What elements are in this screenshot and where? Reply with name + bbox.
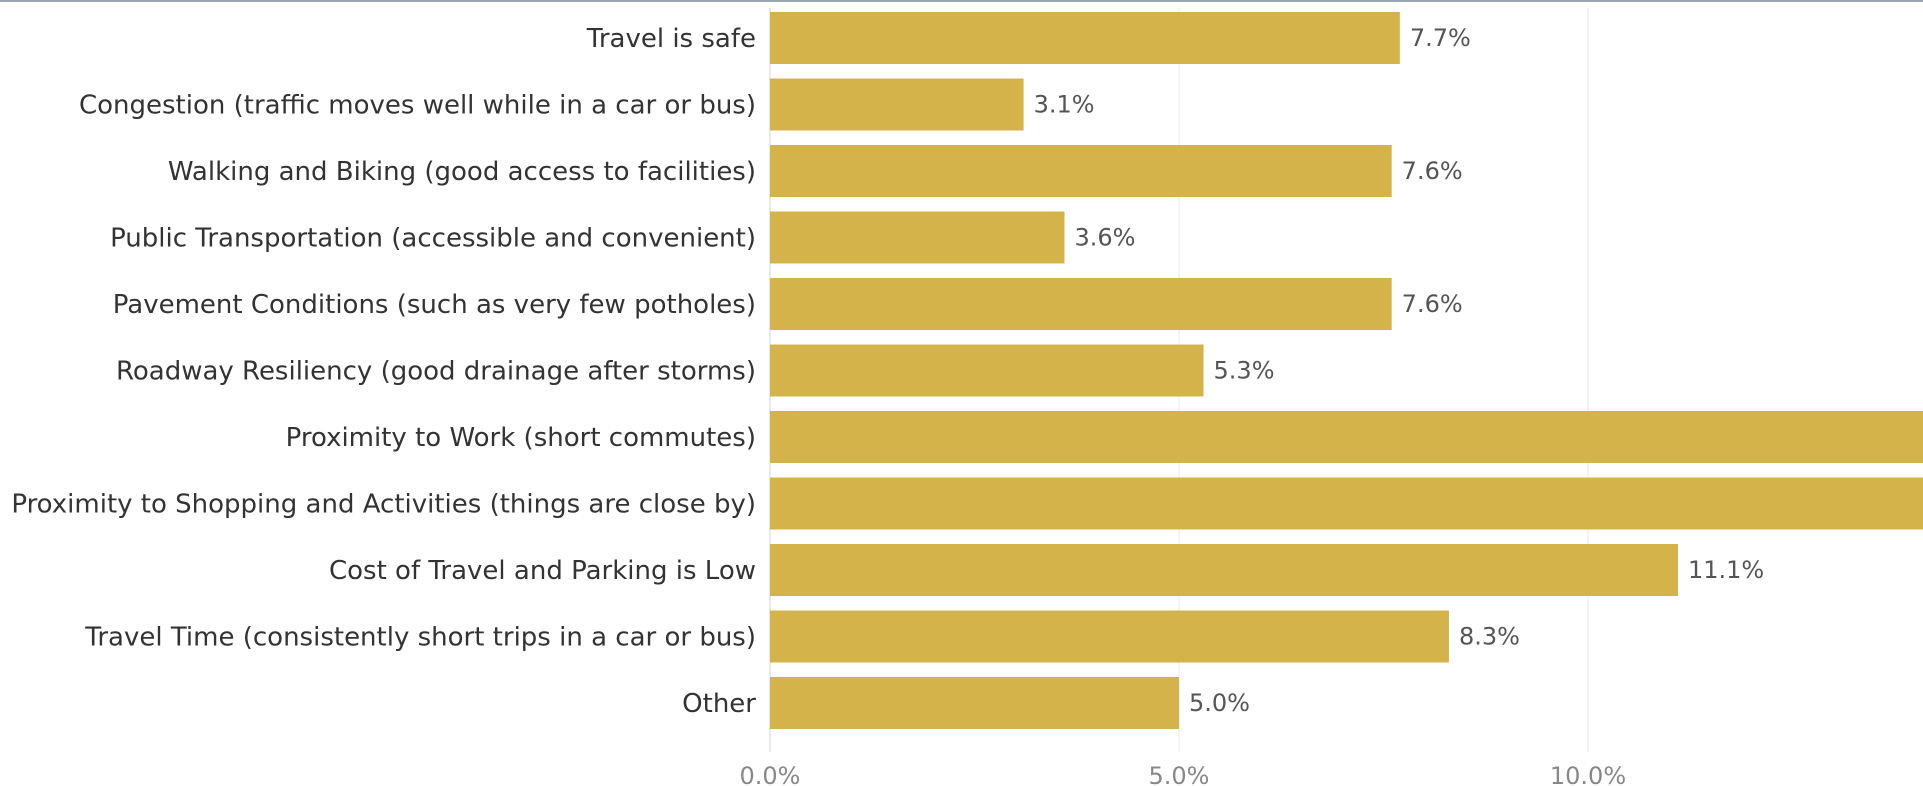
category-label: Pavement Conditions (such as very few po…: [113, 290, 756, 320]
bar: [770, 145, 1392, 197]
value-label: 8.3%: [1459, 623, 1520, 651]
bar: [770, 610, 1449, 663]
value-label: 7.7%: [1410, 24, 1471, 52]
category-label: Proximity to Work (short commutes): [286, 423, 756, 453]
category-label: Other: [682, 689, 756, 719]
category-label: Cost of Travel and Parking is Low: [329, 556, 756, 586]
category-label: Congestion (traffic moves well while in …: [79, 91, 756, 121]
category-label: Public Transportation (accessible and co…: [110, 224, 756, 254]
value-label: 7.6%: [1402, 157, 1463, 185]
x-tick-label: 10.0%: [1550, 762, 1626, 786]
bar: [770, 78, 1024, 131]
bars: [770, 12, 1923, 729]
category-label: Roadway Resiliency (good drainage after …: [116, 357, 756, 387]
bar: [770, 544, 1678, 596]
bar: [770, 477, 1923, 530]
value-label: 7.6%: [1402, 290, 1463, 318]
value-label: 5.0%: [1189, 689, 1250, 717]
bar: [770, 278, 1392, 330]
x-tick-label: 0.0%: [740, 762, 801, 786]
value-label: 3.1%: [1034, 91, 1095, 119]
bar: [770, 344, 1204, 397]
x-tick-label: 5.0%: [1149, 762, 1210, 786]
bar: [770, 411, 1923, 463]
category-labels: Travel is safe Congestion (traffic moves …: [11, 24, 756, 719]
bar: [770, 211, 1065, 264]
x-tick-labels: 0.0%5.0%10.0%15.0%20.0%25.0%: [740, 762, 1627, 786]
value-labels: 7.7%3.1%7.6%3.6%7.6%5.3%15.5%25.1%11.1%8…: [1034, 24, 1765, 717]
category-label: Walking and Biking (good access to facil…: [168, 157, 756, 187]
category-label: Travel is safe: [586, 24, 756, 54]
value-label: 3.6%: [1074, 224, 1135, 252]
category-label: Proximity to Shopping and Activities (th…: [11, 490, 756, 520]
bar: [770, 677, 1179, 729]
value-label: 5.3%: [1214, 357, 1275, 385]
category-label: Travel Time (consistently short trips in…: [84, 623, 756, 653]
bar: [770, 12, 1400, 64]
value-label: 11.1%: [1688, 556, 1764, 584]
